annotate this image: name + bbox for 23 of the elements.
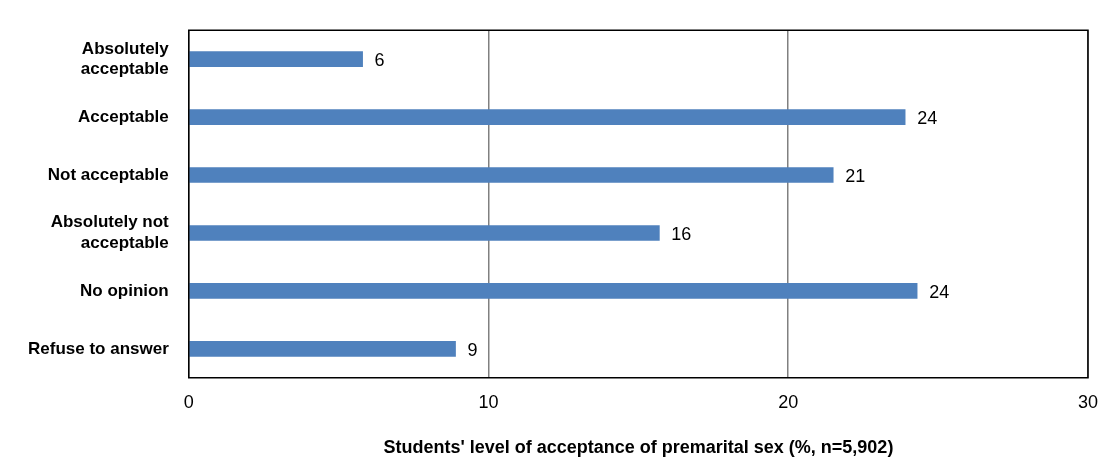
x-tick-label: 10 bbox=[478, 391, 499, 412]
y-tick-label: Refuse to answer bbox=[28, 338, 170, 358]
data-label: 21 bbox=[845, 166, 866, 186]
bar bbox=[189, 167, 834, 183]
x-axis-title: Students' level of acceptance of premarital sex (%, n=5,902) bbox=[383, 437, 894, 458]
bar bbox=[189, 51, 363, 67]
x-tick-label: 30 bbox=[1077, 391, 1098, 412]
data-label: 9 bbox=[467, 339, 478, 360]
y-tick-label: Not acceptable bbox=[47, 164, 169, 184]
x-tick-label: 0 bbox=[183, 391, 194, 412]
bar bbox=[189, 225, 660, 241]
bar bbox=[189, 283, 918, 299]
x-tick-label: 20 bbox=[778, 391, 799, 412]
bar bbox=[189, 341, 456, 357]
data-label: 16 bbox=[671, 223, 692, 244]
bar bbox=[189, 109, 906, 125]
y-tick-label: No opinion bbox=[80, 280, 169, 300]
data-label: 6 bbox=[374, 50, 385, 71]
y-tick-label: Absolutely acceptable bbox=[80, 38, 170, 79]
y-tick-label: Absolutely not acceptable bbox=[50, 212, 170, 252]
data-label: 24 bbox=[917, 108, 938, 129]
y-tick-label: Acceptable bbox=[78, 106, 169, 126]
data-label: 24 bbox=[929, 281, 950, 302]
